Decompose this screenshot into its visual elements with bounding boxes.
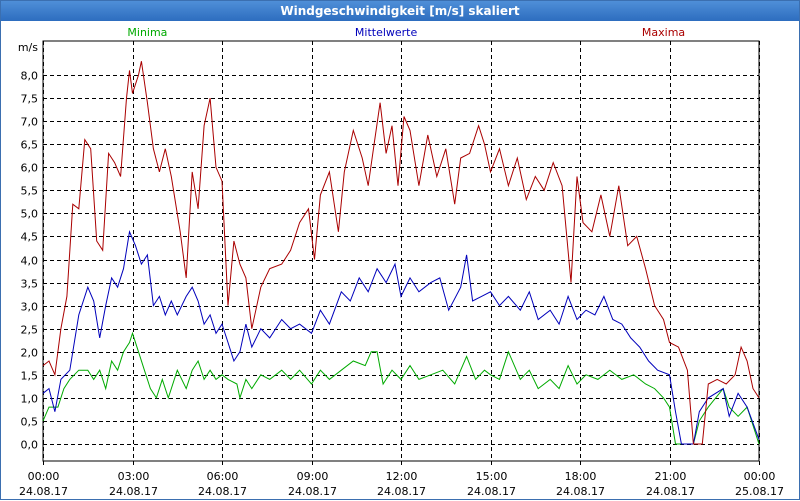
legend-mittelwerte: Mittelwerte xyxy=(355,26,418,39)
x-tick-date: 24.08.17 xyxy=(198,485,247,498)
x-tick-time: 12:00 xyxy=(386,470,418,483)
x-tick-date: 24.08.17 xyxy=(377,485,426,498)
x-tick-time: 00:00 xyxy=(744,470,776,483)
series-layer xyxy=(42,61,760,445)
x-tick-date: 25.08.17 xyxy=(735,485,784,498)
x-tick-time: 03:00 xyxy=(118,470,150,483)
axes-layer xyxy=(42,40,760,465)
y-tick-label: 6,5 xyxy=(21,139,39,152)
legend-maxima: Maxima xyxy=(642,26,685,39)
y-tick-label: 7,5 xyxy=(21,93,39,106)
y-tick-label: 0,0 xyxy=(21,439,39,452)
x-tick-date: 24.08.17 xyxy=(646,485,695,498)
y-axis-label: m/s xyxy=(18,41,38,54)
series-line-minima xyxy=(42,331,760,445)
x-tick-time: 00:00 xyxy=(28,470,60,483)
series-line-mittelwerte xyxy=(42,230,760,445)
x-tick-time: 06:00 xyxy=(207,470,239,483)
legend-minima: Minima xyxy=(127,26,167,39)
x-tick-date: 24.08.17 xyxy=(467,485,516,498)
y-tick-label: 6,0 xyxy=(21,162,39,175)
y-tick-label: 4,0 xyxy=(21,255,39,268)
x-tick-time: 09:00 xyxy=(297,470,329,483)
y-tick-label: 1,0 xyxy=(21,393,39,406)
y-tick-label: 7,0 xyxy=(21,116,39,129)
y-tick-label: 0,5 xyxy=(21,416,39,429)
x-tick-date: 24.08.17 xyxy=(288,485,337,498)
y-tick-label: 4,5 xyxy=(21,231,39,244)
x-tick-date: 24.08.17 xyxy=(556,485,605,498)
x-tick-date: 24.08.17 xyxy=(109,485,158,498)
x-tick-date: 24.08.17 xyxy=(19,485,68,498)
y-tick-label: 5,0 xyxy=(21,208,39,221)
y-tick-label: 3,0 xyxy=(21,301,39,314)
y-tick-label: 1,5 xyxy=(21,370,39,383)
series-line-maxima xyxy=(42,61,760,445)
x-tick-time: 15:00 xyxy=(476,470,508,483)
x-tick-time: 18:00 xyxy=(565,470,597,483)
y-tick-label: 8,0 xyxy=(21,70,39,83)
grid-layer xyxy=(43,41,760,461)
x-tick-time: 21:00 xyxy=(655,470,687,483)
y-tick-label: 3,5 xyxy=(21,278,39,291)
y-tick-label: 5,5 xyxy=(21,185,39,198)
labels-layer: 0,0 0,5 1,0 1,5 2,0 2,5 3,0 3,5 4,0 4,5 5,0 5,5 6,0 6… xyxy=(18,26,784,498)
chart-title: Windgeschwindigkeit [m/s] skaliert xyxy=(1,1,799,21)
y-tick-label: 2,0 xyxy=(21,347,39,360)
y-tick-label: 2,5 xyxy=(21,324,39,337)
